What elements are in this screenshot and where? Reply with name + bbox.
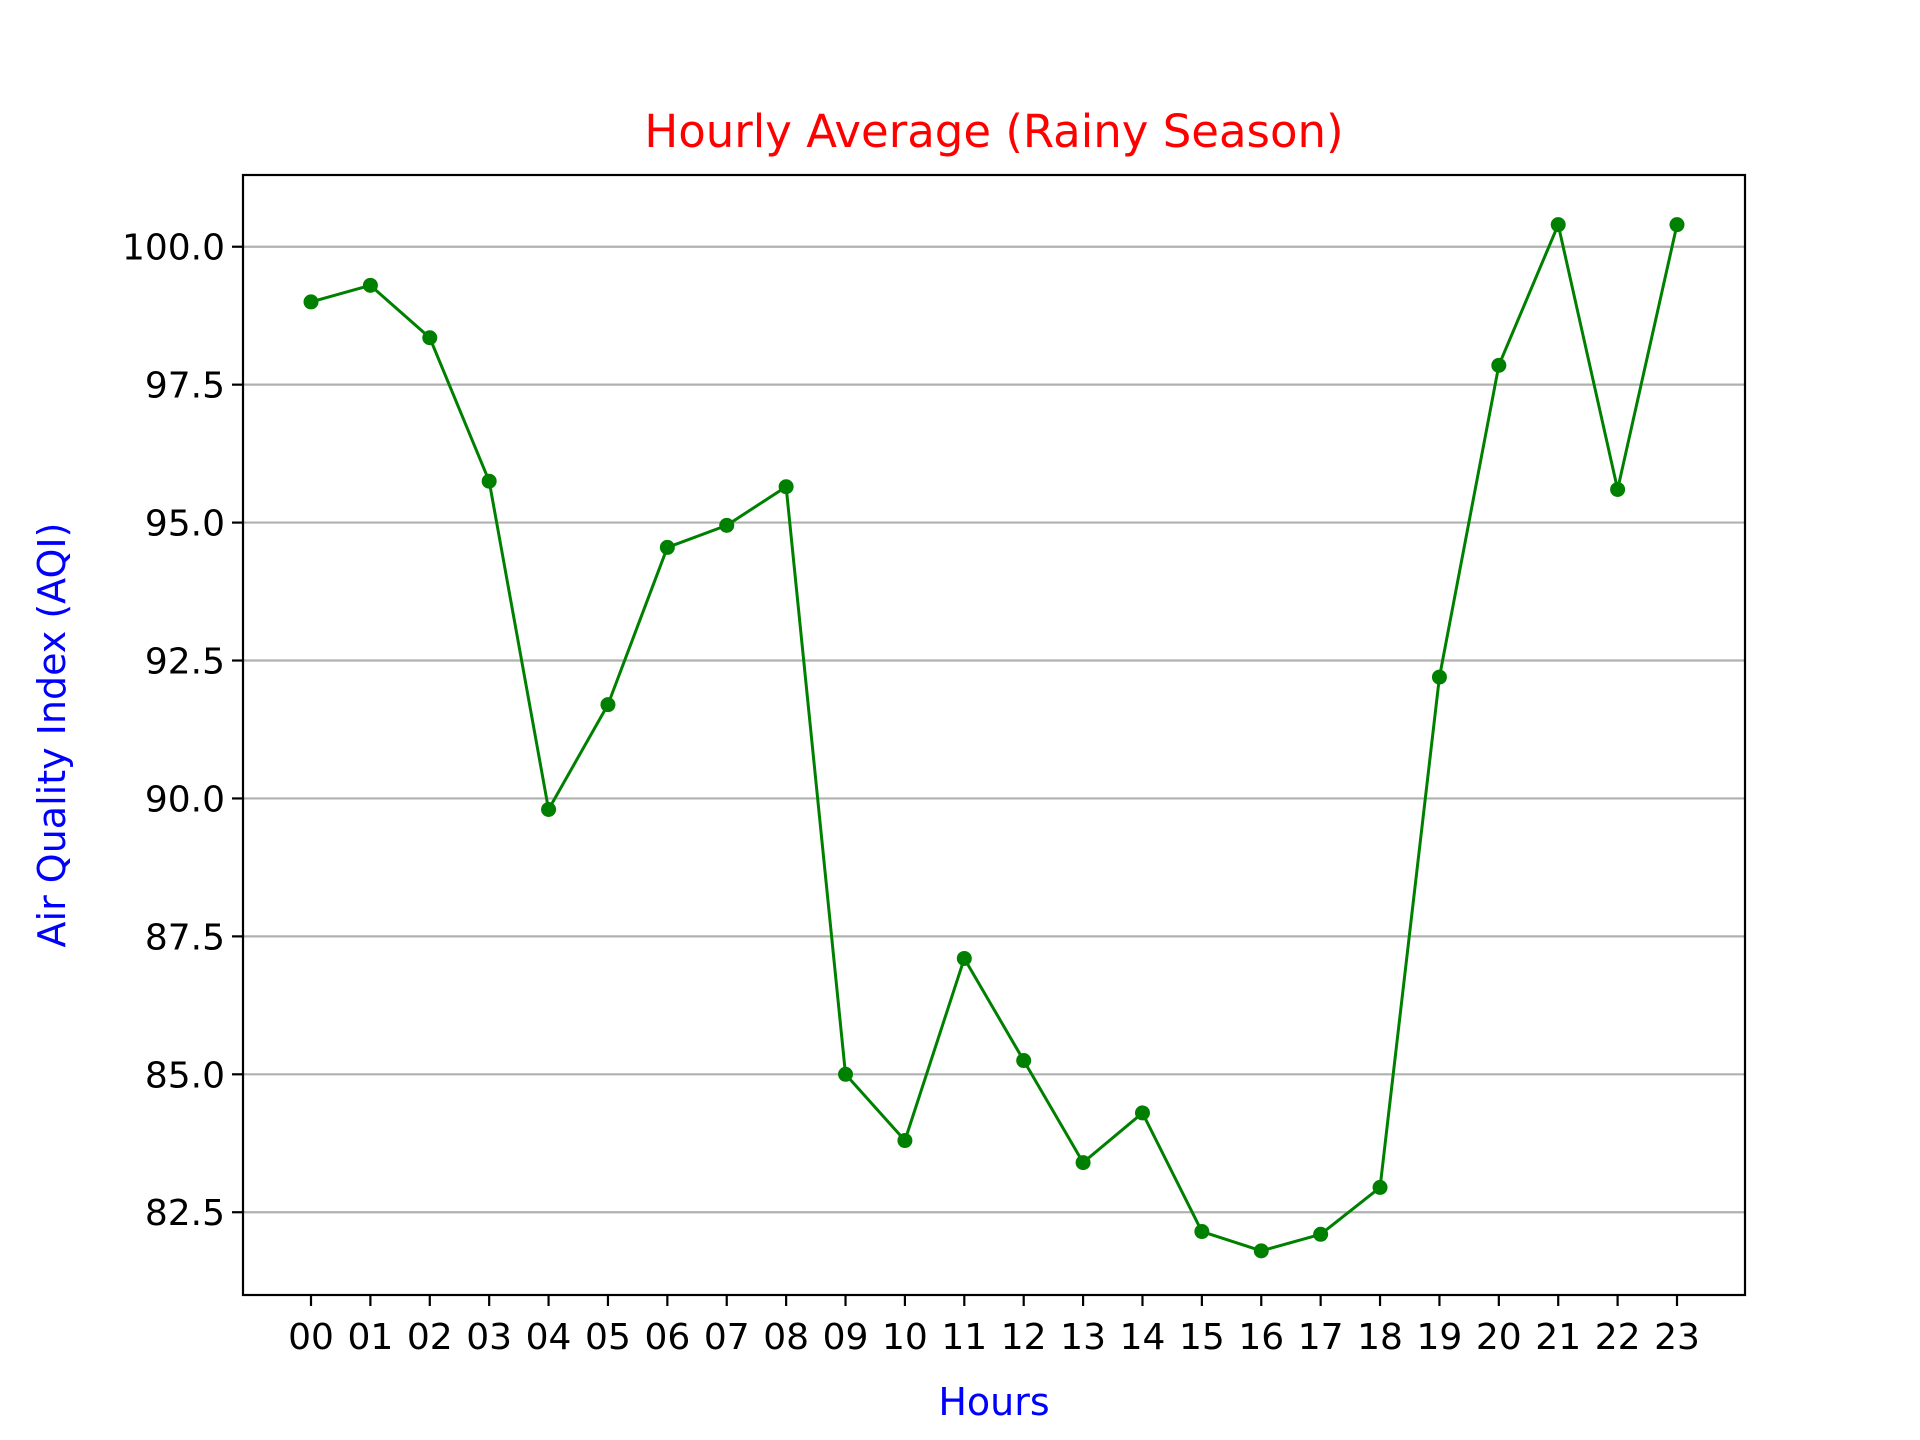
x-tick-label: 08 <box>763 1317 809 1358</box>
x-tick-label: 23 <box>1654 1317 1700 1358</box>
x-tick-label: 12 <box>1001 1317 1047 1358</box>
chart-title: Hourly Average (Rainy Season) <box>644 105 1343 158</box>
x-tick-label: 10 <box>882 1317 928 1358</box>
y-tick-label: 97.5 <box>145 366 225 407</box>
y-tick-label: 85.0 <box>145 1055 225 1096</box>
y-tick-label: 95.0 <box>145 504 225 545</box>
y-tick-label: 82.5 <box>145 1193 225 1234</box>
data-point <box>1075 1155 1091 1171</box>
y-axis-label: Air Quality Index (AQI) <box>30 523 74 948</box>
x-tick-label: 06 <box>644 1317 690 1358</box>
x-tick-label: 02 <box>407 1317 453 1358</box>
y-tick-label: 90.0 <box>145 779 225 820</box>
data-point <box>778 479 794 495</box>
data-point <box>303 294 319 310</box>
y-tick-label: 100.0 <box>122 228 225 269</box>
data-point <box>541 801 557 817</box>
y-gridlines <box>243 245 1745 1214</box>
data-point <box>1253 1243 1269 1259</box>
data-point <box>897 1133 913 1149</box>
data-point <box>362 277 378 293</box>
data-point <box>956 950 972 966</box>
x-tick-label: 09 <box>823 1317 869 1358</box>
data-point <box>1372 1179 1388 1195</box>
x-tick-label: 01 <box>347 1317 393 1358</box>
x-tick-label: 03 <box>466 1317 512 1358</box>
data-point <box>600 697 616 713</box>
data-point <box>1431 669 1447 685</box>
series-line <box>310 223 1679 1253</box>
y-tick-label: 92.5 <box>145 642 225 683</box>
x-tick-label: 20 <box>1476 1317 1522 1358</box>
x-tick-label: 21 <box>1535 1317 1581 1358</box>
data-point <box>1194 1224 1210 1240</box>
data-point <box>659 539 675 555</box>
x-tick-label: 22 <box>1595 1317 1641 1358</box>
x-tick-label: 14 <box>1120 1317 1166 1358</box>
x-axis-ticks: 00 01 02 03 04 05 06 07 08 09 10 11 12 13 14 15 16 17 18 19… <box>288 1295 1700 1358</box>
x-tick-label: 05 <box>585 1317 631 1358</box>
data-point <box>1016 1053 1032 1069</box>
data-point <box>838 1066 854 1082</box>
plot-frame <box>241 173 1747 1297</box>
x-axis-label: Hours <box>938 1380 1049 1424</box>
x-tick-label: 16 <box>1238 1317 1284 1358</box>
x-tick-label: 00 <box>288 1317 334 1358</box>
data-series <box>303 217 1685 1259</box>
y-tick-label: 87.5 <box>145 917 225 958</box>
data-point <box>481 473 497 489</box>
x-tick-label: 15 <box>1179 1317 1225 1358</box>
data-point <box>1669 217 1685 233</box>
data-point <box>1550 217 1566 233</box>
data-point <box>1313 1226 1329 1242</box>
x-tick-label: 18 <box>1357 1317 1403 1358</box>
x-tick-label: 17 <box>1298 1317 1344 1358</box>
x-tick-label: 19 <box>1417 1317 1463 1358</box>
x-tick-label: 13 <box>1060 1317 1106 1358</box>
y-axis-ticks: 82.5 85.0 87.5 90.0 92.5 95.0 97.5 100.0 <box>122 228 243 1234</box>
data-point <box>1134 1105 1150 1121</box>
data-point <box>1491 357 1507 373</box>
data-point <box>719 517 735 533</box>
x-tick-label: 04 <box>526 1317 572 1358</box>
data-point <box>422 330 438 346</box>
x-tick-label: 07 <box>704 1317 750 1358</box>
data-point <box>1610 481 1626 497</box>
x-tick-label: 11 <box>941 1317 987 1358</box>
